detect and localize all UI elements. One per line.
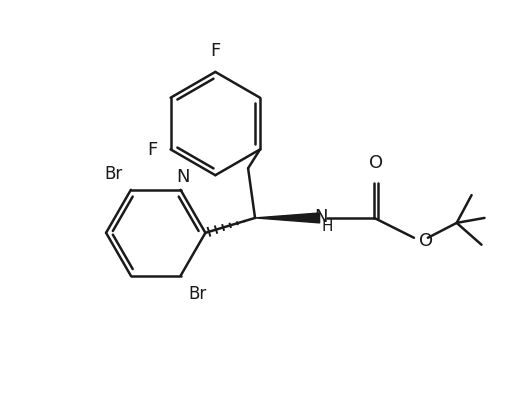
Text: F: F xyxy=(147,141,158,159)
Text: Br: Br xyxy=(189,284,207,302)
Text: H: H xyxy=(322,219,333,234)
Text: O: O xyxy=(419,231,433,249)
Text: N: N xyxy=(176,167,189,185)
Text: O: O xyxy=(369,154,383,172)
Text: N: N xyxy=(314,207,328,225)
Text: F: F xyxy=(210,42,221,60)
Text: Br: Br xyxy=(105,164,123,183)
Polygon shape xyxy=(255,214,320,223)
